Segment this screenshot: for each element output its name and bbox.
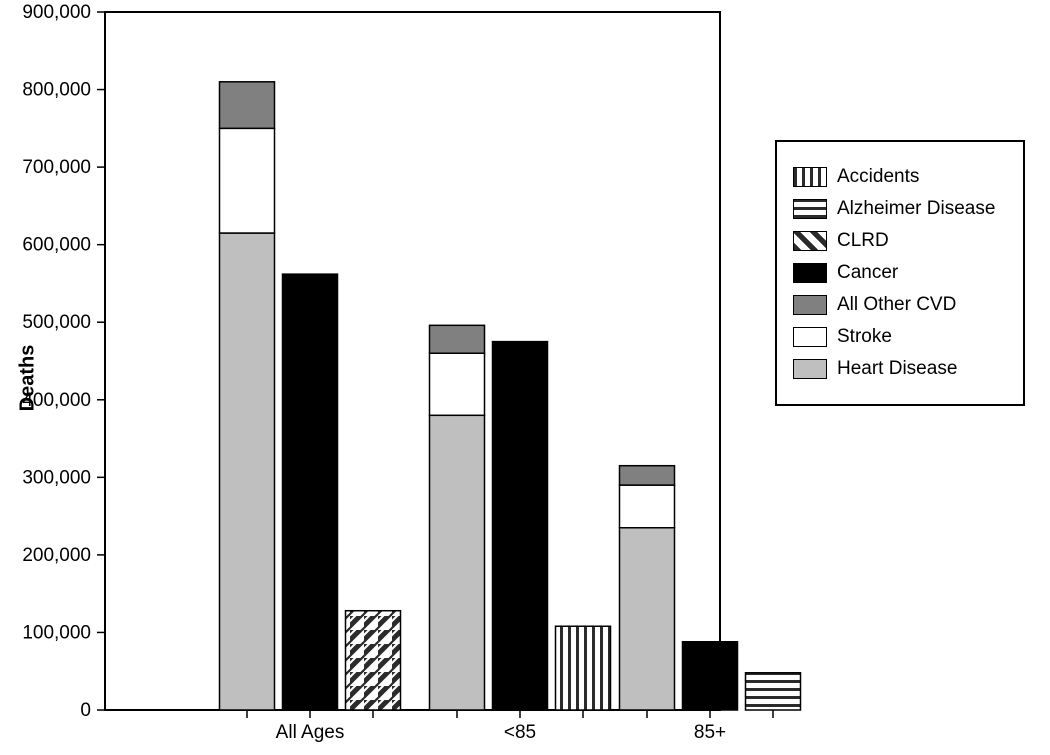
bar — [283, 274, 338, 710]
legend-label: CLRD — [837, 230, 889, 252]
legend-swatch — [793, 263, 827, 283]
bar — [746, 673, 801, 710]
svg-text:800,000: 800,000 — [22, 80, 91, 101]
svg-text:700,000: 700,000 — [22, 157, 91, 178]
legend-label: Heart Disease — [837, 358, 957, 380]
bar — [493, 342, 548, 710]
bar-segment — [620, 485, 675, 528]
y-axis-label: Deaths — [17, 344, 40, 411]
legend-swatch — [793, 359, 827, 379]
legend-swatch — [793, 167, 827, 187]
legend-item: Heart Disease — [793, 358, 1007, 380]
legend-label: Stroke — [837, 326, 892, 348]
legend-item: CLRD — [793, 230, 1007, 252]
x-category-label: All Ages — [276, 722, 345, 744]
bar-segment — [220, 128, 275, 233]
legend-swatch — [793, 295, 827, 315]
bar-segment — [430, 415, 485, 710]
bar-segment — [620, 466, 675, 485]
bar-segment — [430, 353, 485, 415]
legend-item: Accidents — [793, 166, 1007, 188]
svg-text:900,000: 900,000 — [22, 2, 91, 23]
bar — [556, 626, 611, 710]
bar-segment — [620, 528, 675, 710]
svg-text:600,000: 600,000 — [22, 235, 91, 256]
bar — [346, 611, 401, 710]
svg-text:100,000: 100,000 — [22, 622, 91, 643]
legend-label: All Other CVD — [837, 294, 956, 316]
bar-segment — [220, 233, 275, 710]
legend-item: Alzheimer Disease — [793, 198, 1007, 220]
svg-text:0: 0 — [80, 700, 91, 721]
legend-label: Cancer — [837, 262, 898, 284]
bar-segment — [220, 82, 275, 129]
legend-label: Accidents — [837, 166, 919, 188]
svg-text:300,000: 300,000 — [22, 467, 91, 488]
svg-text:500,000: 500,000 — [22, 312, 91, 333]
legend-item: Cancer — [793, 262, 1007, 284]
legend-swatch — [793, 231, 827, 251]
svg-text:200,000: 200,000 — [22, 545, 91, 566]
legend-swatch — [793, 327, 827, 347]
deaths-bar-chart: Deaths 0100,000200,000300,000400,000500,… — [0, 0, 1050, 755]
legend-label: Alzheimer Disease — [837, 198, 995, 220]
legend-swatch — [793, 199, 827, 219]
bar — [683, 642, 738, 710]
bar-segment — [430, 325, 485, 353]
x-category-label: 85+ — [694, 722, 726, 744]
legend: Accidents Alzheimer Disease CLRD Cancer All … — [775, 140, 1025, 406]
legend-item: All Other CVD — [793, 294, 1007, 316]
legend-item: Stroke — [793, 326, 1007, 348]
x-category-label: <85 — [504, 722, 536, 744]
